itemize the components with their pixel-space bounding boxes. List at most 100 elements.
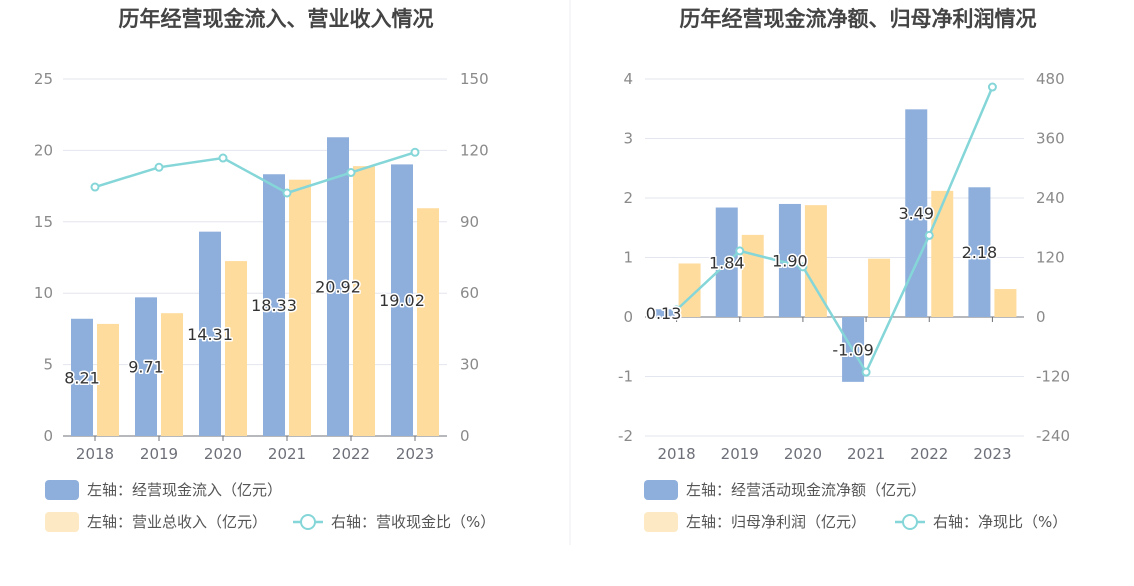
left-axis-tick-label: 4 [623, 70, 633, 88]
bar-series2-2021 [868, 258, 891, 317]
chart-panel-1: 历年经营现金流入、营业收入情况 0 0 5 30 10 60 15 90 20 120 25 150 20… [34, 7, 495, 532]
left-axis-tick-label: 2 [623, 189, 633, 207]
bar-data-label: 3.49 [898, 204, 934, 223]
line-point-2018 [90, 182, 100, 192]
line-point-2021 [282, 188, 292, 198]
x-tick-label: 2022 [332, 445, 370, 463]
bar-series1-2018 [71, 318, 93, 436]
line-point-2022 [346, 168, 356, 178]
bar-data-label: 9.71 [128, 358, 164, 377]
bar-series1-2020 [199, 231, 221, 436]
right-axis-tick-label: 60 [460, 284, 479, 302]
right-axis-tick-label: 90 [460, 213, 479, 231]
bar-series2-2019 [161, 313, 183, 436]
left-axis-tick-label: -1 [618, 368, 633, 386]
legend-label: 右轴：营收现金比（%） [331, 513, 495, 531]
bar-series2-2021 [289, 179, 311, 436]
legend-label: 左轴：营业总收入（亿元） [87, 513, 267, 531]
bar-series1-2022 [905, 109, 928, 317]
x-tick-label: 2018 [76, 445, 114, 463]
bar-series1-2019 [135, 297, 157, 436]
x-tick-label: 2019 [721, 445, 759, 463]
bar-series2-2022 [353, 166, 375, 436]
bar-series2-2018 [97, 323, 119, 436]
line-point-2020 [798, 262, 808, 272]
left-axis-tick-label: 25 [34, 70, 53, 88]
line-series [94, 151, 416, 195]
right-axis-tick-label: 120 [460, 141, 489, 159]
bar-data-label: 1.84 [709, 253, 745, 272]
bar-series1-2021 [263, 174, 285, 436]
chart-panel-2: 历年经营现金流净额、归母净利润情况 -2 -240 -1 -120 0 0 1 120 2 240 3… [618, 7, 1070, 532]
x-tick-label: 2021 [847, 445, 885, 463]
x-tick-label: 2021 [268, 445, 306, 463]
line-point-2021 [861, 367, 871, 377]
bar-series1-2020 [778, 203, 801, 317]
legend-swatch-bar2 [45, 512, 79, 532]
chart-title: 历年经营现金流净额、归母净利润情况 [680, 7, 1037, 31]
right-axis-tick-label: 240 [1036, 189, 1065, 207]
legend-swatch-bar2 [644, 512, 678, 532]
right-axis-tick-label: 150 [460, 70, 489, 88]
x-tick-label: 2019 [140, 445, 178, 463]
bar-data-label: 19.02 [379, 291, 425, 310]
legend-label: 左轴：经营现金流入（亿元） [87, 481, 282, 499]
x-tick-label: 2023 [396, 445, 434, 463]
bar-series1-2018 [652, 309, 675, 317]
right-axis-tick-label: 120 [1036, 249, 1065, 267]
right-axis-tick-label: -240 [1036, 427, 1070, 445]
legend-swatch-line-marker [300, 514, 316, 530]
left-axis-tick-label: 0 [623, 308, 633, 326]
x-tick-label: 2018 [657, 445, 695, 463]
bar-series2-2023 [417, 208, 439, 436]
bar-data-label: 20.92 [315, 278, 361, 297]
line-point-2023 [410, 147, 420, 157]
right-axis-tick-label: 0 [1036, 308, 1046, 326]
bar-series1-2023 [391, 164, 413, 436]
left-axis-tick-label: -2 [618, 427, 633, 445]
left-axis-tick-label: 15 [34, 213, 53, 231]
right-axis-tick-label: 360 [1036, 130, 1065, 148]
legend-label: 左轴：归母净利润（亿元） [686, 513, 866, 531]
x-tick-label: 2020 [204, 445, 242, 463]
chart-title: 历年经营现金流入、营业收入情况 [119, 7, 434, 31]
right-axis-tick-label: 30 [460, 356, 479, 374]
bar-series1-2023 [968, 187, 991, 317]
bar-series2-2020 [804, 205, 827, 317]
bar-series1-2022 [327, 137, 349, 437]
left-axis-tick-label: 1 [623, 249, 633, 267]
legend-swatch-line-marker [902, 514, 918, 530]
left-axis-tick-label: 5 [43, 356, 53, 374]
bar-series2-2019 [741, 234, 764, 317]
bar-data-label: 14.31 [187, 325, 233, 344]
bar-data-label: 1.90 [772, 251, 808, 270]
line-point-2018 [672, 305, 682, 315]
line-series [675, 86, 994, 375]
bar-data-label: 2.18 [962, 243, 998, 262]
left-axis-tick-label: 20 [34, 141, 53, 159]
bar-data-label: 0.13 [646, 304, 682, 323]
x-tick-label: 2023 [973, 445, 1011, 463]
bar-data-label: 18.33 [251, 296, 297, 315]
left-axis-tick-label: 0 [43, 427, 53, 445]
right-axis-tick-label: 480 [1036, 70, 1065, 88]
x-tick-label: 2020 [784, 445, 822, 463]
right-axis-tick-label: -120 [1036, 368, 1070, 386]
bar-series2-2023 [994, 289, 1017, 317]
legend-swatch-bar1 [644, 480, 678, 500]
x-tick-label: 2022 [910, 445, 948, 463]
left-axis-tick-label: 10 [34, 284, 53, 302]
line-point-2023 [987, 82, 997, 92]
bar-data-label: 8.21 [64, 368, 100, 387]
bar-data-label: -1.09 [832, 340, 873, 359]
legend-label: 左轴：经营活动现金流净额（亿元） [686, 481, 926, 499]
legend-label: 右轴：净现比（%） [933, 513, 1067, 531]
left-axis-tick-label: 3 [623, 130, 633, 148]
right-axis-tick-label: 0 [460, 427, 470, 445]
line-point-2019 [735, 246, 745, 256]
legend-swatch-bar1 [45, 480, 79, 500]
bar-series2-2020 [225, 261, 247, 436]
line-point-2019 [154, 162, 164, 172]
